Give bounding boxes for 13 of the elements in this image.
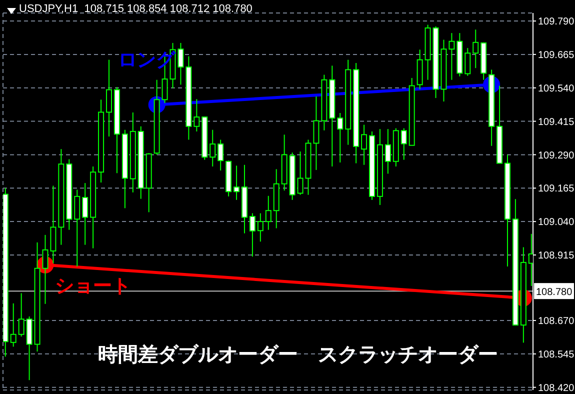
y-tick-label: 109.415 <box>538 116 575 128</box>
ref-line-label: 108.780 <box>536 287 573 298</box>
y-tick-label: 109.290 <box>538 150 575 162</box>
y-tick-label: 108.545 <box>538 349 575 360</box>
y-tick-label: 108.915 <box>538 250 575 262</box>
y-tick-label: 108.420 <box>538 382 575 394</box>
y-tick-label: 109.165 <box>538 184 575 195</box>
y-tick-label: 109.665 <box>538 50 575 61</box>
y-tick-label: 109.790 <box>538 16 575 28</box>
y-tick-label: 108.670 <box>538 316 575 328</box>
y-tick-label: 109.040 <box>538 217 575 228</box>
chart-title: USDJPY,H1 108.715 108.854 108.712 108.780 <box>19 3 252 15</box>
y-tick-label: 109.540 <box>538 83 575 94</box>
